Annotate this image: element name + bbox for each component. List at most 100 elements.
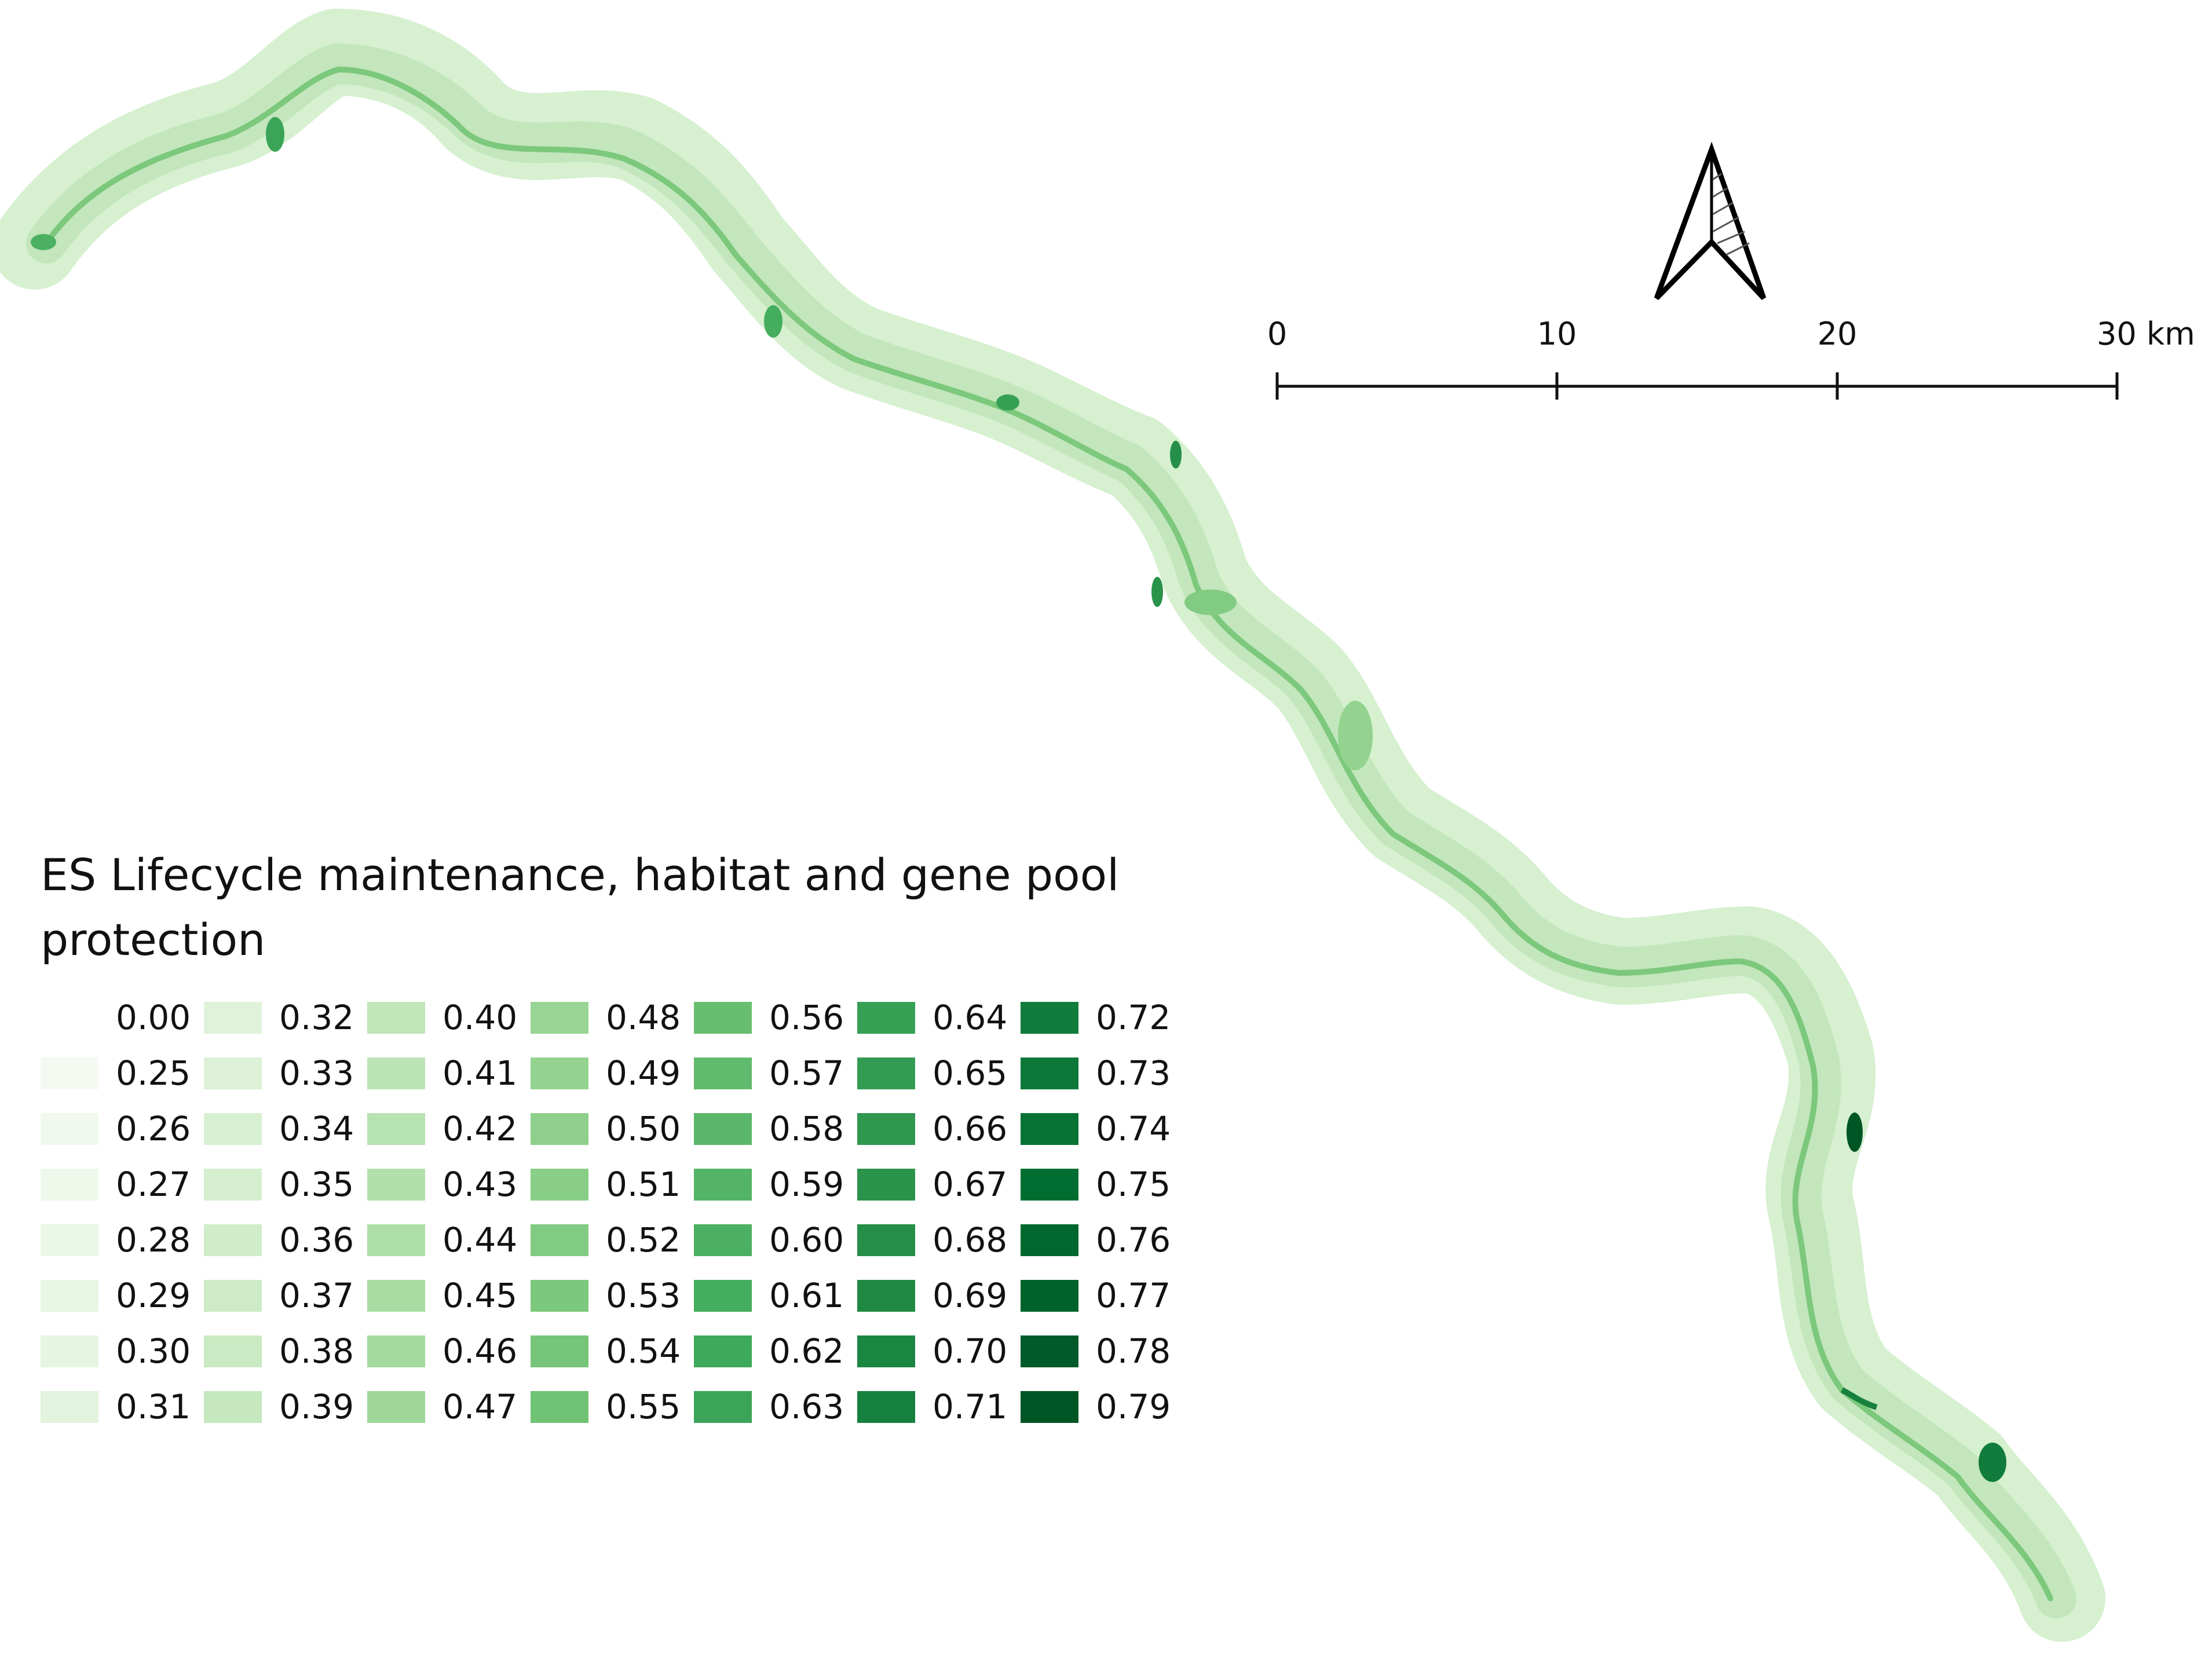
legend-label: 0.64 xyxy=(933,998,1008,1037)
legend-label: 0.37 xyxy=(279,1276,354,1315)
legend-label: 0.34 xyxy=(279,1109,354,1148)
legend-label: 0.42 xyxy=(443,1109,518,1148)
habitat-patch xyxy=(1184,590,1237,615)
legend-item: 0.34 xyxy=(204,1101,367,1157)
legend-item: 0.76 xyxy=(1021,1212,1184,1268)
legend-label: 0.33 xyxy=(279,1053,354,1093)
legend-item: 0.77 xyxy=(1021,1268,1184,1323)
legend-label: 0.00 xyxy=(116,998,191,1037)
legend-label: 0.74 xyxy=(1096,1109,1171,1148)
legend-label: 0.25 xyxy=(116,1053,191,1093)
legend-swatch xyxy=(1021,1224,1078,1256)
legend-swatch xyxy=(367,1113,425,1145)
legend-title: ES Lifecycle maintenance, habitat and ge… xyxy=(41,849,1134,965)
legend-label: 0.43 xyxy=(443,1165,518,1204)
legend-swatch xyxy=(531,1390,588,1423)
legend-swatch xyxy=(857,1279,915,1312)
legend-item: 0.62 xyxy=(694,1323,857,1379)
legend-swatch xyxy=(1021,1168,1078,1201)
legend-swatch xyxy=(531,1168,588,1201)
legend-swatch xyxy=(204,1390,262,1423)
legend-swatch xyxy=(41,1057,98,1089)
legend-swatch xyxy=(367,1279,425,1312)
legend-swatch xyxy=(204,1001,262,1034)
legend-swatch xyxy=(41,1224,98,1256)
legend-swatch xyxy=(694,1168,752,1201)
legend-item: 0.53 xyxy=(531,1268,694,1323)
legend-item: 0.35 xyxy=(204,1157,367,1212)
habitat-patch xyxy=(266,117,284,152)
legend-item: 0.47 xyxy=(367,1379,531,1435)
legend-item: 0.64 xyxy=(857,990,1021,1045)
habitat-patch xyxy=(1338,701,1373,770)
legend-swatch xyxy=(694,1001,752,1034)
legend-label: 0.49 xyxy=(606,1053,681,1093)
legend-swatch xyxy=(41,1390,98,1423)
legend-swatch xyxy=(204,1113,262,1145)
legend-label: 0.63 xyxy=(769,1387,844,1426)
legend-label: 0.70 xyxy=(933,1331,1008,1371)
legend-item: 0.28 xyxy=(41,1212,204,1268)
legend-item: 0.67 xyxy=(857,1157,1021,1212)
habitat-patch xyxy=(1979,1443,2006,1482)
legend-swatch xyxy=(204,1057,262,1089)
legend-swatch xyxy=(1021,1113,1078,1145)
river-channel xyxy=(43,67,2053,1601)
legend-swatch xyxy=(367,1224,425,1256)
legend-item: 0.57 xyxy=(694,1045,857,1101)
legend-swatch xyxy=(694,1390,752,1423)
legend-swatch xyxy=(694,1335,752,1367)
legend-swatch xyxy=(531,1113,588,1145)
legend-label: 0.46 xyxy=(443,1331,518,1371)
legend-label: 0.27 xyxy=(116,1165,191,1204)
legend-item: 0.72 xyxy=(1021,990,1184,1045)
legend-swatch xyxy=(204,1224,262,1256)
legend-grid: 0.00 0.25 0.26 0.27 0.28 0.29 0.30 0.31 0.32 0.33… xyxy=(41,990,1257,1435)
legend-swatch xyxy=(694,1113,752,1145)
legend-label: 0.45 xyxy=(443,1276,518,1315)
legend-item: 0.73 xyxy=(1021,1045,1184,1101)
legend-item: 0.46 xyxy=(367,1323,531,1379)
legend-item: 0.78 xyxy=(1021,1323,1184,1379)
legend-item: 0.50 xyxy=(531,1101,694,1157)
legend-label: 0.57 xyxy=(769,1053,844,1093)
legend-label: 0.60 xyxy=(769,1220,844,1260)
legend-label: 0.62 xyxy=(769,1331,844,1371)
legend-label: 0.58 xyxy=(769,1109,844,1148)
legend-label: 0.71 xyxy=(933,1387,1008,1426)
legend-item: 0.00 xyxy=(41,990,204,1045)
legend-label: 0.61 xyxy=(769,1276,844,1315)
legend-label: 0.65 xyxy=(933,1053,1008,1093)
legend-swatch xyxy=(204,1279,262,1312)
river-corridor xyxy=(0,9,2105,1642)
legend-label: 0.68 xyxy=(933,1220,1008,1260)
legend-swatch xyxy=(367,1001,425,1034)
habitat-patches xyxy=(31,117,2006,1482)
legend-label: 0.35 xyxy=(279,1165,354,1204)
legend-swatch xyxy=(531,1335,588,1367)
legend-swatch xyxy=(857,1113,915,1145)
legend-label: 0.79 xyxy=(1096,1387,1171,1426)
legend-item: 0.49 xyxy=(531,1045,694,1101)
legend-label: 0.36 xyxy=(279,1220,354,1260)
legend-item: 0.27 xyxy=(41,1157,204,1212)
legend-swatch xyxy=(367,1168,425,1201)
legend-swatch xyxy=(41,1279,98,1312)
legend-label: 0.53 xyxy=(606,1276,681,1315)
legend-label: 0.75 xyxy=(1096,1165,1171,1204)
legend-label: 0.47 xyxy=(443,1387,518,1426)
legend-swatch xyxy=(1021,1057,1078,1089)
legend-label: 0.29 xyxy=(116,1276,191,1315)
corridor-core xyxy=(26,43,2076,1619)
legend-swatch xyxy=(694,1224,752,1256)
legend-swatch xyxy=(694,1279,752,1312)
habitat-strip xyxy=(1840,1387,1878,1410)
legend-item: 0.40 xyxy=(367,990,531,1045)
legend-item: 0.75 xyxy=(1021,1157,1184,1212)
legend-swatch xyxy=(1021,1335,1078,1367)
legend-swatch xyxy=(41,1113,98,1145)
scale-label-30km: 30 km xyxy=(2097,316,2195,352)
legend-swatch xyxy=(857,1390,915,1423)
legend-item: 0.59 xyxy=(694,1157,857,1212)
